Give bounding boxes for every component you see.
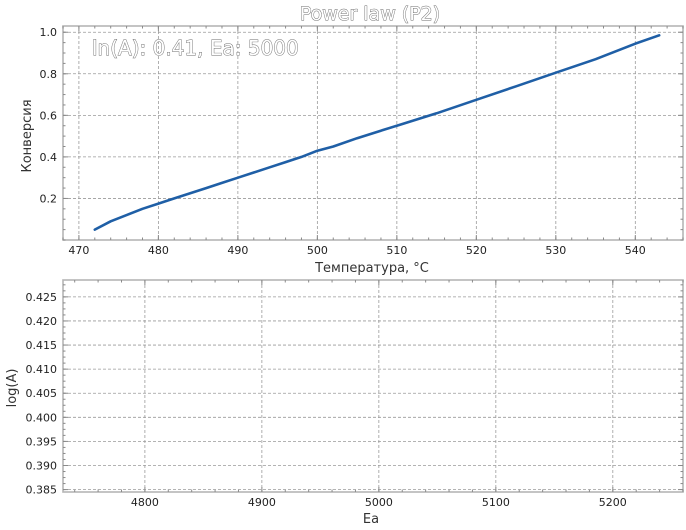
x-tick-label: 500 [307, 244, 328, 257]
y-tick-label: 0.4 [40, 151, 58, 164]
y-tick-label: 0.420 [26, 315, 58, 328]
x-tick-label: 490 [227, 244, 248, 257]
y-axis-label: Конверсия [20, 99, 35, 172]
annotation-text: ln(A): 0.41, Ea: 5000 [92, 36, 299, 60]
grid-lines [63, 280, 683, 492]
y-axis-label: log(A) [5, 369, 20, 408]
x-tick-labels: 470 480 490 500 510 520 530 540 [68, 244, 645, 257]
x-tick-label: 520 [466, 244, 487, 257]
tick-marks [63, 280, 684, 492]
y-tick-label: 0.400 [26, 411, 58, 424]
plot-frame [62, 279, 684, 493]
x-tick-label: 4800 [131, 496, 159, 509]
grid-lines [63, 26, 683, 240]
x-tick-label: 4900 [248, 496, 276, 509]
y-tick-label: 0.425 [26, 291, 58, 304]
y-tick-label: 0.2 [40, 192, 58, 205]
plot-conversion: 470 480 490 500 510 520 530 540 0.2 0.4 0.6 0.8 1.0… [20, 25, 684, 276]
y-tick-label: 0.6 [40, 109, 58, 122]
y-tick-labels: 0.385 0.390 0.395 0.400 0.405 0.410 0.415 0.420… [26, 291, 58, 497]
y-tick-label: 0.390 [26, 460, 58, 473]
x-tick-label: 5100 [482, 496, 510, 509]
y-tick-label: 0.8 [40, 68, 58, 81]
x-tick-label: 540 [625, 244, 646, 257]
x-tick-label: 5200 [599, 496, 627, 509]
x-tick-label: 530 [545, 244, 566, 257]
conversion-series-line [93, 34, 661, 231]
x-tick-label: 5000 [365, 496, 393, 509]
y-tick-label: 0.405 [26, 387, 58, 400]
tick-marks [62, 26, 684, 241]
y-tick-label: 0.385 [26, 484, 58, 497]
x-tick-label: 470 [68, 244, 89, 257]
x-tick-label: 480 [148, 244, 169, 257]
y-tick-label: 0.395 [26, 435, 58, 448]
y-tick-labels: 0.2 0.4 0.6 0.8 1.0 [40, 26, 58, 205]
y-tick-label: 0.415 [26, 339, 58, 352]
plot-loga-vs-ea: 4800 4900 5000 5100 5200 0.385 0.390 0.395 0.40… [5, 279, 684, 527]
y-tick-label: 1.0 [40, 26, 58, 39]
chart-title: Power law (P2) [300, 3, 440, 25]
x-tick-label: 510 [386, 244, 407, 257]
y-tick-label: 0.410 [26, 363, 58, 376]
plot-frame [62, 25, 684, 241]
x-axis-label: Ea [363, 512, 379, 527]
x-axis-label: Температура, °C [314, 261, 429, 276]
x-tick-labels: 4800 4900 5000 5100 5200 [131, 496, 627, 509]
